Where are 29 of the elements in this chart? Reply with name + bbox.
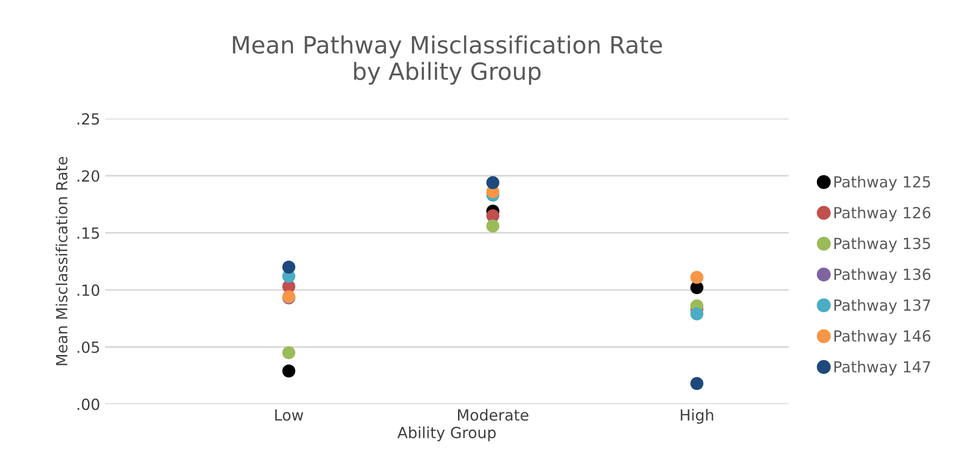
y-tick-label: .00 — [78, 398, 100, 410]
legend-label: Pathway 125 — [834, 176, 930, 191]
y-tick-label: .15 — [78, 228, 99, 239]
x-axis-title: Ability Group — [397, 426, 496, 442]
point — [486, 176, 500, 190]
legend-label: Pathway 136 — [834, 268, 930, 284]
y-axis-title: Mean Misclassification Rate — [56, 156, 68, 366]
point — [486, 219, 500, 232]
y-tick-label: .25 — [78, 113, 99, 125]
point — [282, 260, 296, 274]
point — [282, 364, 296, 378]
legend-label: Pathway 146 — [834, 330, 930, 345]
point — [690, 270, 704, 284]
y-tick-label: .20 — [78, 170, 100, 182]
x-tick-label: High — [680, 408, 714, 424]
y-tick-label: .10 — [78, 284, 100, 296]
chart-title: Mean Pathway Misclassification Rate by Ability Group — [232, 35, 662, 85]
legend-label: Pathway 147 — [834, 360, 930, 376]
legend-label: Pathway 137 — [834, 299, 930, 314]
point — [690, 377, 704, 390]
point — [690, 307, 704, 320]
point — [690, 281, 704, 294]
x-tick-label: Moderate — [458, 408, 528, 421]
point — [282, 346, 296, 360]
x-tick-label: Low — [275, 409, 304, 421]
y-tick-label: .05 — [78, 341, 99, 354]
point — [486, 209, 500, 222]
legend-label: Pathway 126 — [834, 206, 930, 222]
legend-label: Pathway 135 — [834, 237, 930, 252]
